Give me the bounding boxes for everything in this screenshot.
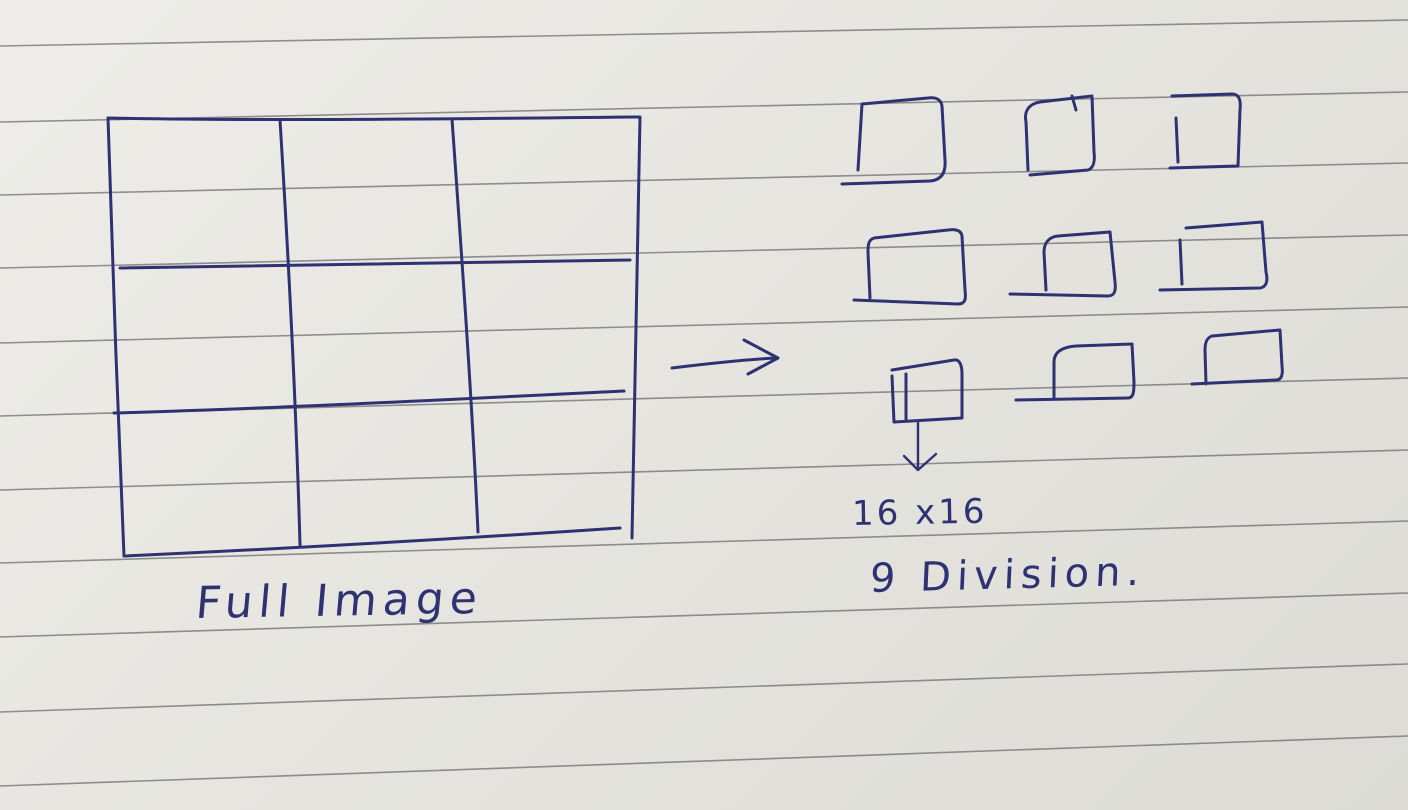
tile-size-label: 16 x16 bbox=[851, 491, 988, 534]
tile bbox=[890, 358, 964, 424]
arrow-icon bbox=[670, 338, 780, 376]
tile bbox=[1190, 328, 1284, 386]
grid-column-line bbox=[278, 118, 302, 547]
arrow-head bbox=[742, 338, 780, 376]
tile bbox=[1008, 230, 1117, 298]
divisions-label: 9 Division. bbox=[868, 548, 1147, 603]
tile bbox=[1024, 94, 1096, 177]
ruled-lines bbox=[0, 19, 1408, 787]
tile bbox=[1014, 342, 1136, 402]
ruled-line bbox=[0, 735, 1408, 787]
down-arrow-icon bbox=[902, 420, 938, 472]
arrow-shaft bbox=[670, 356, 777, 370]
ruled-line bbox=[0, 592, 1408, 638]
tile bbox=[1168, 92, 1242, 170]
ruled-line bbox=[0, 449, 1408, 491]
ruled-line bbox=[0, 663, 1408, 713]
grid-column-line bbox=[450, 117, 480, 534]
grid-outline bbox=[106, 115, 642, 558]
ruled-line bbox=[0, 234, 1408, 269]
tile bbox=[1158, 220, 1269, 292]
full-image-grid bbox=[106, 115, 642, 558]
tile bbox=[840, 96, 947, 186]
ruled-line bbox=[0, 520, 1408, 564]
full-image-label: Full Image bbox=[193, 572, 486, 630]
division-tiles bbox=[840, 92, 1284, 472]
grid-row-line bbox=[118, 258, 632, 270]
tile bbox=[852, 228, 967, 306]
ruled-line bbox=[0, 306, 1408, 344]
grid-row-line bbox=[112, 389, 626, 415]
ruled-line bbox=[0, 19, 1408, 47]
